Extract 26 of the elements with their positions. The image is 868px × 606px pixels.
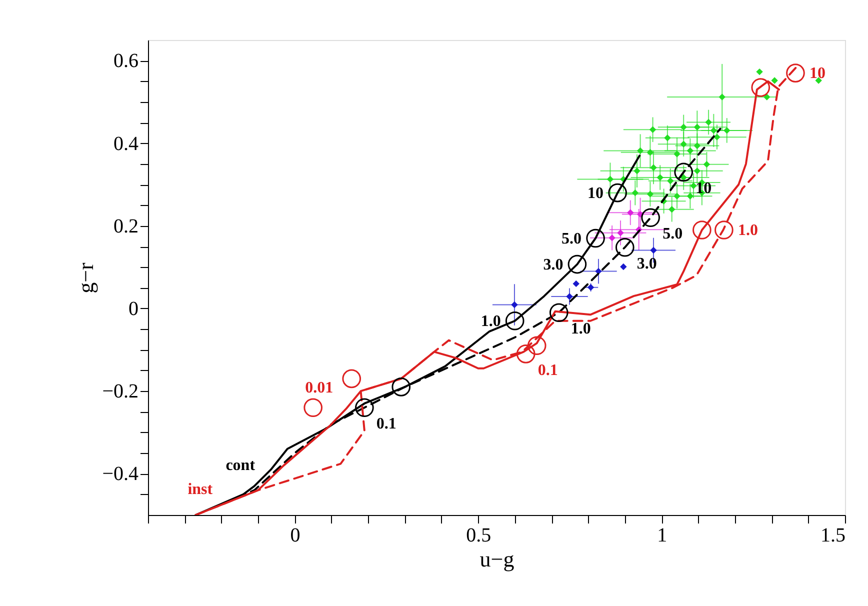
annotation: 0.1 bbox=[376, 416, 396, 433]
y-tick-label: 0.4 bbox=[114, 132, 138, 155]
annotation: 5.0 bbox=[562, 230, 582, 248]
x-tick-label: 0 bbox=[290, 524, 300, 546]
annotation: 0.01 bbox=[305, 380, 334, 397]
y-tick-label: 0 bbox=[128, 298, 138, 320]
annotation: 1.0 bbox=[570, 320, 591, 338]
annotation: 1.0 bbox=[480, 312, 501, 330]
y-tick-label: 0.2 bbox=[114, 215, 138, 238]
annotation: 3.0 bbox=[636, 255, 657, 272]
annotation: 3.0 bbox=[543, 256, 564, 274]
annotation: 10 bbox=[809, 65, 826, 82]
annotation: 10 bbox=[588, 184, 604, 202]
x-tick-label: 1.5 bbox=[820, 524, 846, 546]
series-label: cont bbox=[226, 457, 256, 474]
y-axis-title: g−r bbox=[73, 262, 98, 294]
x-tick-label: 1 bbox=[657, 524, 668, 546]
x-tick-label: 0.5 bbox=[466, 524, 492, 546]
series-label: inst bbox=[188, 481, 214, 498]
y-tick-label: 0.6 bbox=[114, 50, 138, 72]
y-tick-label: −0.4 bbox=[102, 463, 138, 486]
annotation: 1.0 bbox=[738, 222, 758, 239]
y-tick-label: −0.2 bbox=[102, 380, 138, 403]
annotation: 0.1 bbox=[538, 362, 558, 379]
annotation: 5.0 bbox=[662, 226, 683, 243]
x-axis-title: u−g bbox=[480, 546, 514, 572]
